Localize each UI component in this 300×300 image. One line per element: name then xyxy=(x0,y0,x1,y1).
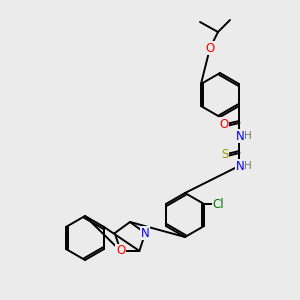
Text: N: N xyxy=(141,226,150,240)
Text: H: H xyxy=(244,161,252,171)
Text: H: H xyxy=(244,131,252,141)
Text: O: O xyxy=(116,244,125,257)
Text: Cl: Cl xyxy=(212,197,224,211)
Text: O: O xyxy=(206,41,214,55)
Text: O: O xyxy=(219,118,229,130)
Text: N: N xyxy=(236,130,244,142)
Text: S: S xyxy=(221,148,229,160)
Text: N: N xyxy=(236,160,244,172)
